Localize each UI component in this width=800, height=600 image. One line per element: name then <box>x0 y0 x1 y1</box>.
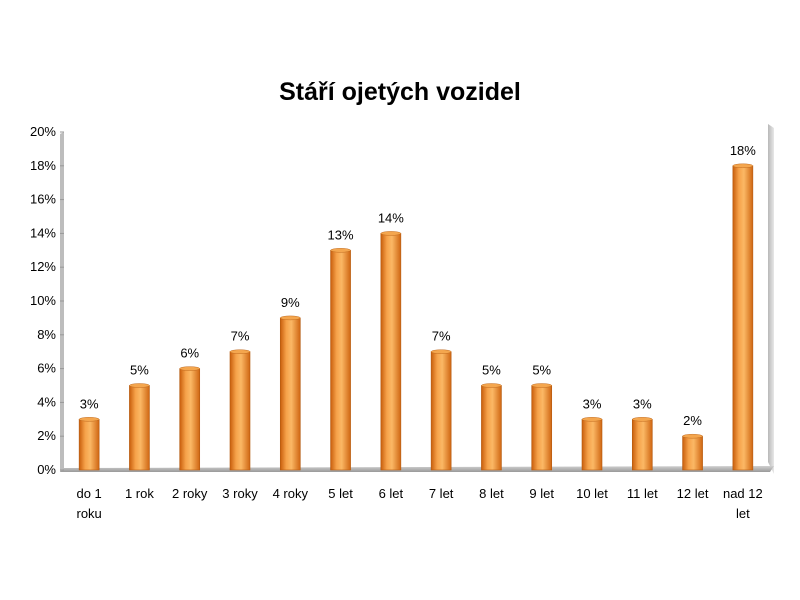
y-tick-label: 10% <box>30 293 56 308</box>
chart-title: Stáří ojetých vozidel <box>279 78 521 106</box>
data-label: 13% <box>328 227 354 242</box>
data-label: 5% <box>482 363 501 378</box>
bar-top <box>430 349 452 354</box>
bar <box>732 165 754 471</box>
bar-top <box>280 315 301 321</box>
bar-top <box>632 417 653 422</box>
y-tick-label: 12% <box>30 259 56 274</box>
data-label: 5% <box>130 363 149 378</box>
y-tick-label: 20% <box>30 124 56 139</box>
y-tick-label: 16% <box>30 192 56 207</box>
bar-top <box>481 383 502 388</box>
bar <box>581 418 603 471</box>
data-label: 3% <box>633 396 652 411</box>
data-label: 18% <box>730 143 756 158</box>
y-tick-label: 2% <box>37 428 56 443</box>
x-tick-label: 6 let <box>379 486 404 501</box>
bar <box>631 418 653 471</box>
bar <box>380 233 402 471</box>
y-axis-line <box>60 132 64 472</box>
bar-top <box>380 231 402 236</box>
x-tick-label: 7 let <box>429 486 454 501</box>
data-label: 14% <box>378 210 404 225</box>
plot-wall <box>64 124 768 470</box>
bar <box>129 385 150 471</box>
bar-top <box>229 349 251 354</box>
data-label: 7% <box>432 329 451 344</box>
bar-top <box>732 163 754 169</box>
x-tick-label: 10 let <box>576 486 608 501</box>
x-tick-label: 12 let <box>677 486 709 501</box>
x-tick-label: do 1 roku <box>76 486 101 521</box>
y-tick-label: 18% <box>30 158 56 173</box>
labels-group: 0% 2% 4% 6% 8% 10% 12% 14% 16% 18% 20% 3% do 1 roku 5%… <box>30 124 763 521</box>
axes-group <box>60 124 774 474</box>
x-tick-label: 1 rok <box>125 486 154 501</box>
bar-top <box>78 417 100 422</box>
bar <box>531 385 553 471</box>
x-tick-label: 2 roky <box>172 486 208 501</box>
x-tick-label: 11 let <box>627 486 658 501</box>
bar <box>78 418 100 471</box>
bar-top <box>581 417 603 422</box>
y-tick-label: 6% <box>37 361 56 376</box>
data-label: 3% <box>80 396 99 411</box>
x-tick-label: 9 let <box>529 486 554 501</box>
y-tick-label: 8% <box>37 327 56 342</box>
data-label: 9% <box>281 295 300 310</box>
x-tick-label: 5 let <box>328 486 353 501</box>
bar <box>179 368 201 471</box>
bar <box>682 435 703 471</box>
plot-side-wall <box>768 124 774 474</box>
x-tick-label: nad 12 let <box>723 486 763 521</box>
bar-top <box>330 248 351 253</box>
bar <box>330 250 351 471</box>
y-tick-label: 14% <box>30 225 56 240</box>
bars-group <box>78 163 754 471</box>
x-tick-label: 3 roky <box>222 486 258 501</box>
bar <box>481 385 502 471</box>
bar-top <box>682 434 703 439</box>
x-tick-label: 8 let <box>479 486 504 501</box>
y-tick-label: 0% <box>37 462 56 477</box>
data-label: 3% <box>583 396 602 411</box>
bar <box>279 317 301 471</box>
bar <box>430 351 452 471</box>
x-tick-label: 4 roky <box>273 486 309 501</box>
bar <box>229 351 251 471</box>
y-tick-label: 4% <box>37 394 56 409</box>
data-label: 7% <box>231 329 250 344</box>
bar-top <box>531 383 552 388</box>
data-label: 5% <box>532 363 551 378</box>
data-label: 2% <box>683 413 702 428</box>
bar-top <box>179 366 200 371</box>
data-label: 6% <box>180 346 199 361</box>
bar-top <box>129 383 150 388</box>
